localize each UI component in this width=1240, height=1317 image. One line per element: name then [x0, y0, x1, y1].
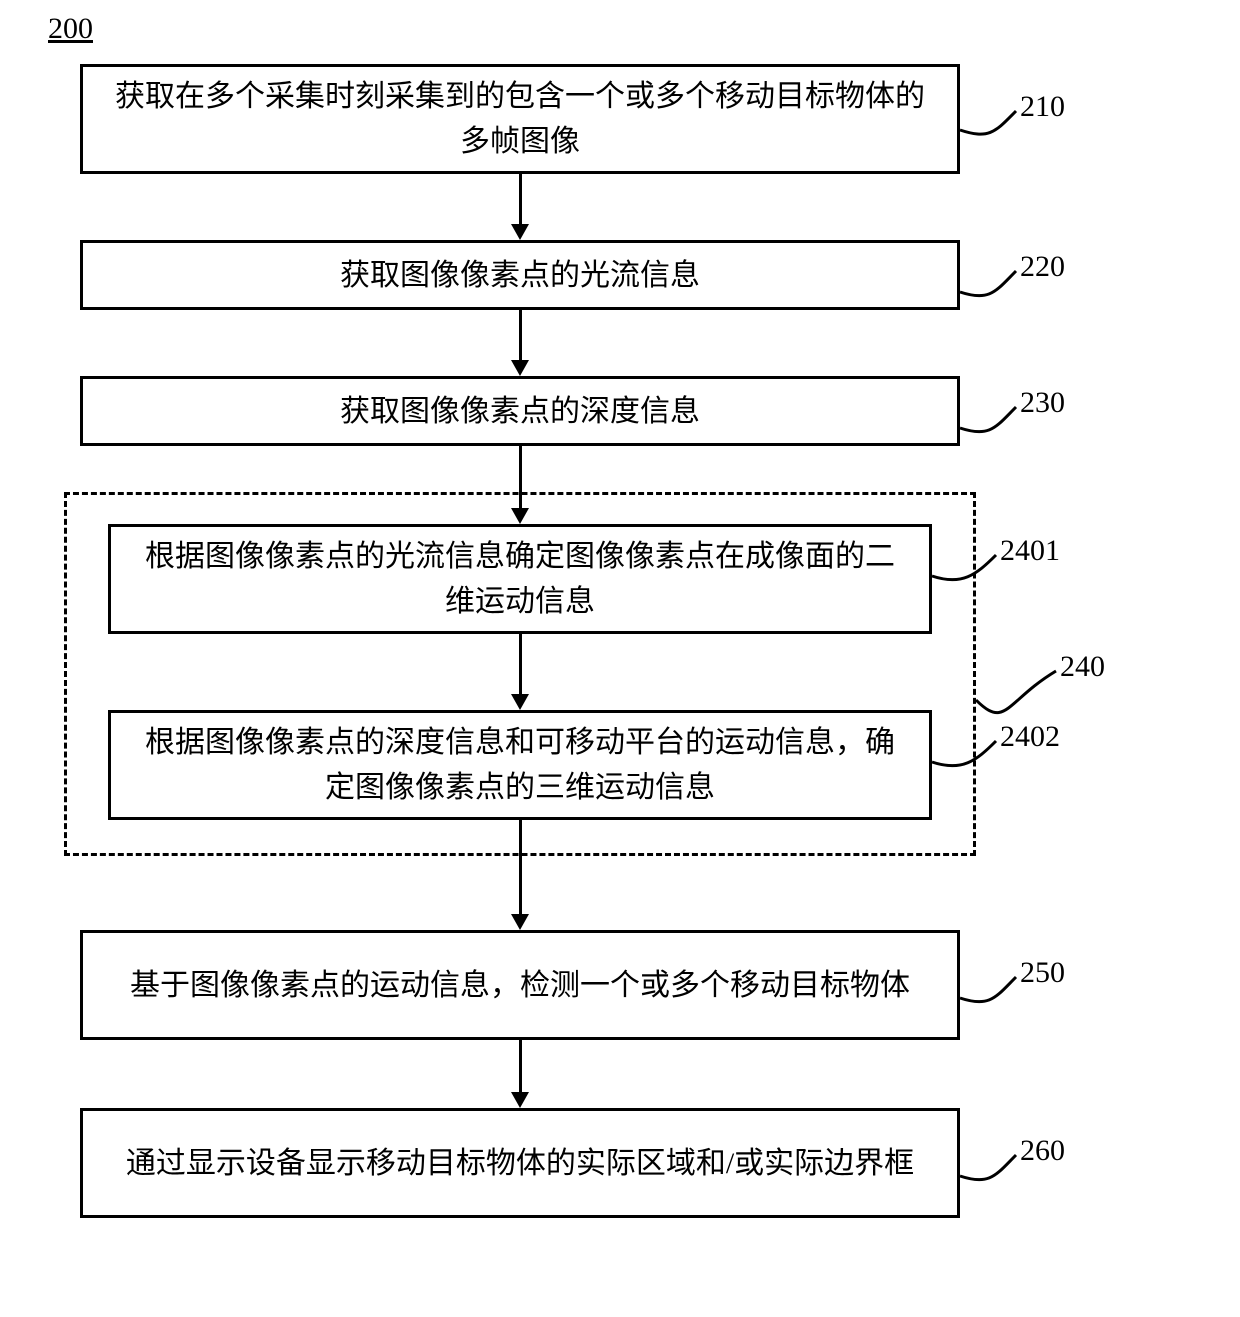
connector — [519, 1040, 522, 1094]
step-220-text: 获取图像像素点的光流信息 — [340, 253, 700, 298]
step-210: 获取在多个采集时刻采集到的包含一个或多个移动目标物体的多帧图像 — [80, 64, 960, 174]
label-210: 210 — [1020, 90, 1065, 124]
step-250-text: 基于图像像素点的运动信息，检测一个或多个移动目标物体 — [130, 963, 910, 1008]
leader-curve — [960, 977, 1016, 1002]
leader-curve — [960, 271, 1016, 296]
leader-curve — [960, 1155, 1016, 1180]
label-230: 230 — [1020, 386, 1065, 420]
connector — [519, 174, 522, 226]
step-230: 获取图像像素点的深度信息 — [80, 376, 960, 446]
label-240: 240 — [1060, 650, 1105, 684]
arrow-head-icon — [511, 508, 529, 524]
step-230-text: 获取图像像素点的深度信息 — [340, 389, 700, 434]
step-2401: 根据图像像素点的光流信息确定图像像素点在成像面的二维运动信息 — [108, 524, 932, 634]
step-260: 通过显示设备显示移动目标物体的实际区域和/或实际边界框 — [80, 1108, 960, 1218]
step-2401-text: 根据图像像素点的光流信息确定图像像素点在成像面的二维运动信息 — [131, 534, 909, 624]
connector — [519, 446, 522, 510]
arrow-head-icon — [511, 360, 529, 376]
leader-curve — [960, 111, 1016, 134]
flowchart-canvas: 200 获取在多个采集时刻采集到的包含一个或多个移动目标物体的多帧图像 获取图像… — [0, 0, 1240, 1317]
label-220: 220 — [1020, 250, 1065, 284]
label-260: 260 — [1020, 1134, 1065, 1168]
step-210-text: 获取在多个采集时刻采集到的包含一个或多个移动目标物体的多帧图像 — [103, 74, 937, 164]
connector — [519, 820, 522, 916]
arrow-head-icon — [511, 1092, 529, 1108]
leader-curve — [976, 671, 1056, 713]
step-220: 获取图像像素点的光流信息 — [80, 240, 960, 310]
arrow-head-icon — [511, 694, 529, 710]
connector — [519, 310, 522, 362]
step-260-text: 通过显示设备显示移动目标物体的实际区域和/或实际边界框 — [126, 1141, 914, 1186]
arrow-head-icon — [511, 914, 529, 930]
arrow-head-icon — [511, 224, 529, 240]
label-250: 250 — [1020, 956, 1065, 990]
label-2401: 2401 — [1000, 534, 1060, 568]
figure-number: 200 — [48, 12, 93, 46]
step-250: 基于图像像素点的运动信息，检测一个或多个移动目标物体 — [80, 930, 960, 1040]
label-2402: 2402 — [1000, 720, 1060, 754]
step-2402: 根据图像像素点的深度信息和可移动平台的运动信息，确定图像像素点的三维运动信息 — [108, 710, 932, 820]
step-2402-text: 根据图像像素点的深度信息和可移动平台的运动信息，确定图像像素点的三维运动信息 — [131, 720, 909, 810]
leader-curve — [960, 407, 1016, 432]
connector — [519, 634, 522, 696]
